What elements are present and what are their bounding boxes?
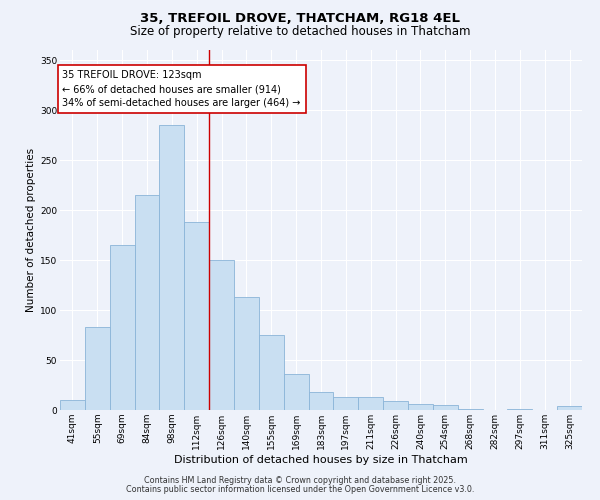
Text: 35, TREFOIL DROVE, THATCHAM, RG18 4EL: 35, TREFOIL DROVE, THATCHAM, RG18 4EL (140, 12, 460, 26)
Y-axis label: Number of detached properties: Number of detached properties (26, 148, 36, 312)
Bar (557, 406, 582, 410)
Bar (308, 392, 334, 410)
Bar (383, 401, 408, 410)
Bar (259, 335, 284, 410)
Bar (334, 397, 358, 410)
Bar (110, 245, 134, 410)
Bar (184, 222, 209, 410)
Text: Contains HM Land Registry data © Crown copyright and database right 2025.: Contains HM Land Registry data © Crown c… (144, 476, 456, 485)
Bar (234, 297, 259, 410)
Text: Size of property relative to detached houses in Thatcham: Size of property relative to detached ho… (130, 25, 470, 38)
Bar (433, 405, 458, 410)
Bar (160, 125, 184, 410)
Text: 35 TREFOIL DROVE: 123sqm
← 66% of detached houses are smaller (914)
34% of semi-: 35 TREFOIL DROVE: 123sqm ← 66% of detach… (62, 70, 301, 108)
Bar (508, 409, 532, 410)
Bar (408, 404, 433, 410)
Bar (209, 260, 234, 410)
Bar (85, 327, 110, 410)
Bar (358, 397, 383, 410)
X-axis label: Distribution of detached houses by size in Thatcham: Distribution of detached houses by size … (174, 454, 468, 464)
Bar (60, 400, 85, 410)
Text: Contains public sector information licensed under the Open Government Licence v3: Contains public sector information licen… (126, 485, 474, 494)
Bar (284, 374, 308, 410)
Bar (458, 409, 482, 410)
Bar (134, 195, 160, 410)
